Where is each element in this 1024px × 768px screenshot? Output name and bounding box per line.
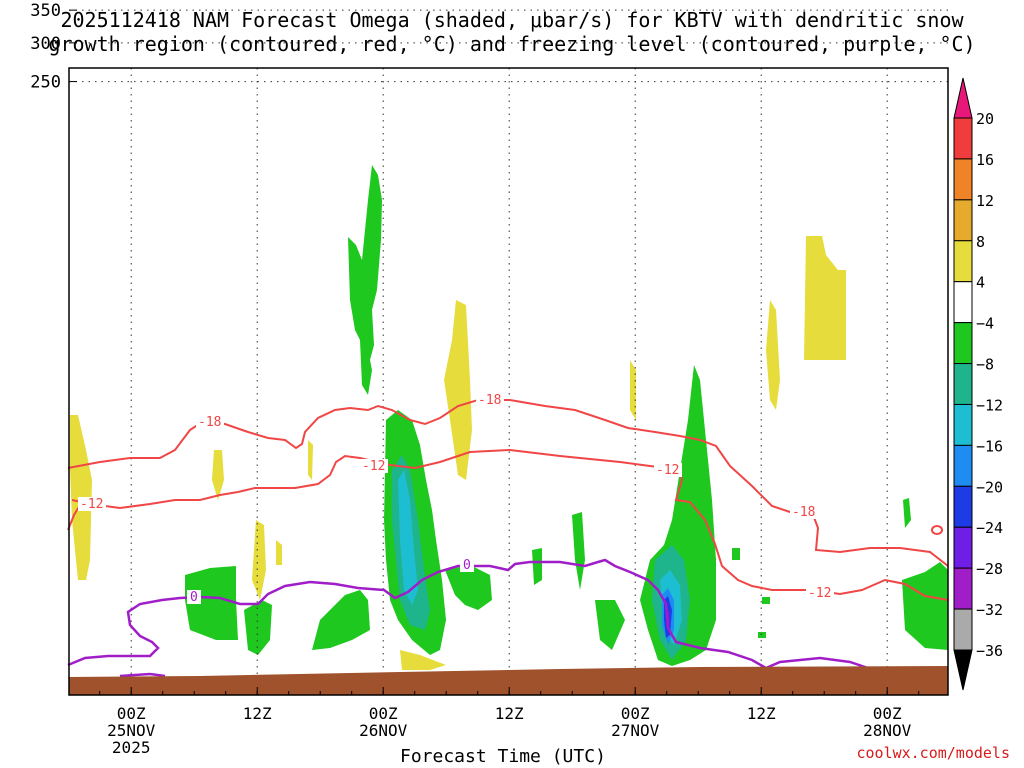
omega-shading-layer bbox=[70, 165, 948, 670]
colorbar-label: 12 bbox=[976, 192, 994, 210]
x-tick-label: 27NOV bbox=[611, 721, 660, 740]
colorbar-swatch bbox=[953, 322, 973, 365]
colorbar-swatch bbox=[953, 403, 973, 446]
contour-label: -12 bbox=[656, 463, 679, 478]
omega-region bbox=[762, 597, 770, 604]
x-tick-label: 00Z bbox=[873, 704, 902, 723]
colorbar-swatch bbox=[953, 444, 973, 487]
colorbar-label: −16 bbox=[976, 437, 1003, 455]
colorbar-swatch bbox=[953, 363, 973, 405]
contour-labels: -18 -18 -18 -12 -12 -12 -12 0 0 bbox=[78, 393, 834, 605]
x-tick-label: 25NOV bbox=[107, 721, 156, 740]
omega-region bbox=[572, 512, 585, 590]
omega-region bbox=[903, 498, 911, 528]
grid-lines bbox=[69, 9, 948, 695]
omega-region bbox=[444, 300, 472, 480]
omega-region bbox=[276, 540, 282, 565]
contour-label: -18 bbox=[198, 415, 221, 430]
contour-label: 0 bbox=[463, 558, 471, 573]
x-tick-label: 00Z bbox=[117, 704, 146, 723]
terrain bbox=[69, 666, 948, 695]
omega-region bbox=[400, 650, 446, 670]
colorbar-label: 8 bbox=[976, 233, 985, 251]
colorbar-label: −8 bbox=[976, 356, 994, 374]
x-tick-label: 28NOV bbox=[863, 721, 912, 740]
colorbar-swatch bbox=[953, 240, 973, 283]
contour-label: -12 bbox=[80, 497, 103, 512]
contour-label: -18 bbox=[478, 393, 501, 408]
colorbar-swatch bbox=[953, 281, 973, 324]
chart-title-line-1: 2025112418 NAM Forecast Omega (shaded, μ… bbox=[60, 8, 964, 32]
y-tick-label: 350 bbox=[30, 1, 61, 21]
omega-region bbox=[348, 165, 382, 395]
site-credit: coolwx.com/models bbox=[856, 744, 1010, 762]
omega-region bbox=[252, 520, 266, 600]
x-axis-title: Forecast Time (UTC) bbox=[400, 746, 606, 767]
colorbar-swatch bbox=[953, 485, 973, 528]
plot-frame bbox=[68, 67, 949, 696]
colorbar-swatch bbox=[953, 526, 973, 569]
contour-label: -18 bbox=[792, 505, 815, 520]
x-tick-label: 12Z bbox=[747, 704, 776, 723]
omega-region bbox=[312, 590, 370, 650]
chart-title-line-2: growth region (contoured, red, °C) and f… bbox=[48, 32, 976, 56]
omega-region bbox=[804, 236, 846, 360]
colorbar-label: 16 bbox=[976, 151, 994, 169]
colorbar-label: −36 bbox=[976, 642, 1003, 660]
contour-label: 0 bbox=[190, 590, 198, 605]
colorbar-label: −4 bbox=[976, 315, 994, 333]
omega-region bbox=[732, 548, 740, 560]
colorbar-label: −20 bbox=[976, 478, 1003, 496]
x-tick-label: 12Z bbox=[495, 704, 524, 723]
colorbar-label: −28 bbox=[976, 560, 1003, 578]
y-axis: 2503003504004505005506006507007508008509… bbox=[30, 1, 77, 93]
contour-label: -12 bbox=[362, 459, 385, 474]
colorbar-swatch bbox=[953, 199, 973, 242]
contour-minus18-loop bbox=[931, 525, 944, 535]
omega-region bbox=[902, 562, 948, 650]
contour-layer bbox=[67, 399, 949, 678]
x-tick-label: 2025 bbox=[112, 738, 151, 757]
colorbar-swatch bbox=[953, 608, 973, 651]
colorbar-label: 20 bbox=[976, 110, 994, 128]
x-tick-label: 00Z bbox=[369, 704, 398, 723]
x-tick-label: 00Z bbox=[621, 704, 650, 723]
colorbar-swatch bbox=[953, 117, 973, 160]
contour-minus12 bbox=[71, 448, 949, 601]
omega-region bbox=[758, 632, 766, 638]
colorbar-label: −12 bbox=[976, 396, 1003, 414]
colorbar-label: −24 bbox=[976, 519, 1003, 537]
colorbar-swatch bbox=[953, 158, 973, 201]
contour-label: -12 bbox=[808, 586, 831, 601]
contour-freezing-level-b bbox=[119, 672, 166, 678]
omega-region bbox=[308, 440, 313, 480]
colorbar-swatch bbox=[953, 567, 973, 610]
x-tick-label: 12Z bbox=[243, 704, 272, 723]
x-tick-label: 26NOV bbox=[359, 721, 408, 740]
omega-region bbox=[595, 600, 625, 650]
omega-region bbox=[766, 300, 780, 410]
y-tick-label: 250 bbox=[30, 73, 61, 93]
colorbar-swatch bbox=[953, 77, 973, 119]
y-tick-label: 300 bbox=[30, 34, 61, 54]
colorbar: 20 16 12 8 4 −4 −8 −12 −16 −20 −24 −28 −32 −36 bbox=[953, 77, 1003, 691]
omega-region bbox=[212, 450, 224, 500]
colorbar-label: −32 bbox=[976, 601, 1003, 619]
omega-region bbox=[244, 600, 272, 655]
omega-region bbox=[532, 548, 542, 585]
omega-region bbox=[445, 565, 492, 610]
colorbar-label: 4 bbox=[976, 274, 985, 292]
omega-region bbox=[185, 566, 238, 640]
contour-freezing-level bbox=[67, 558, 869, 670]
omega-region bbox=[398, 470, 418, 605]
omega-region bbox=[630, 360, 636, 420]
colorbar-swatch bbox=[953, 649, 973, 691]
